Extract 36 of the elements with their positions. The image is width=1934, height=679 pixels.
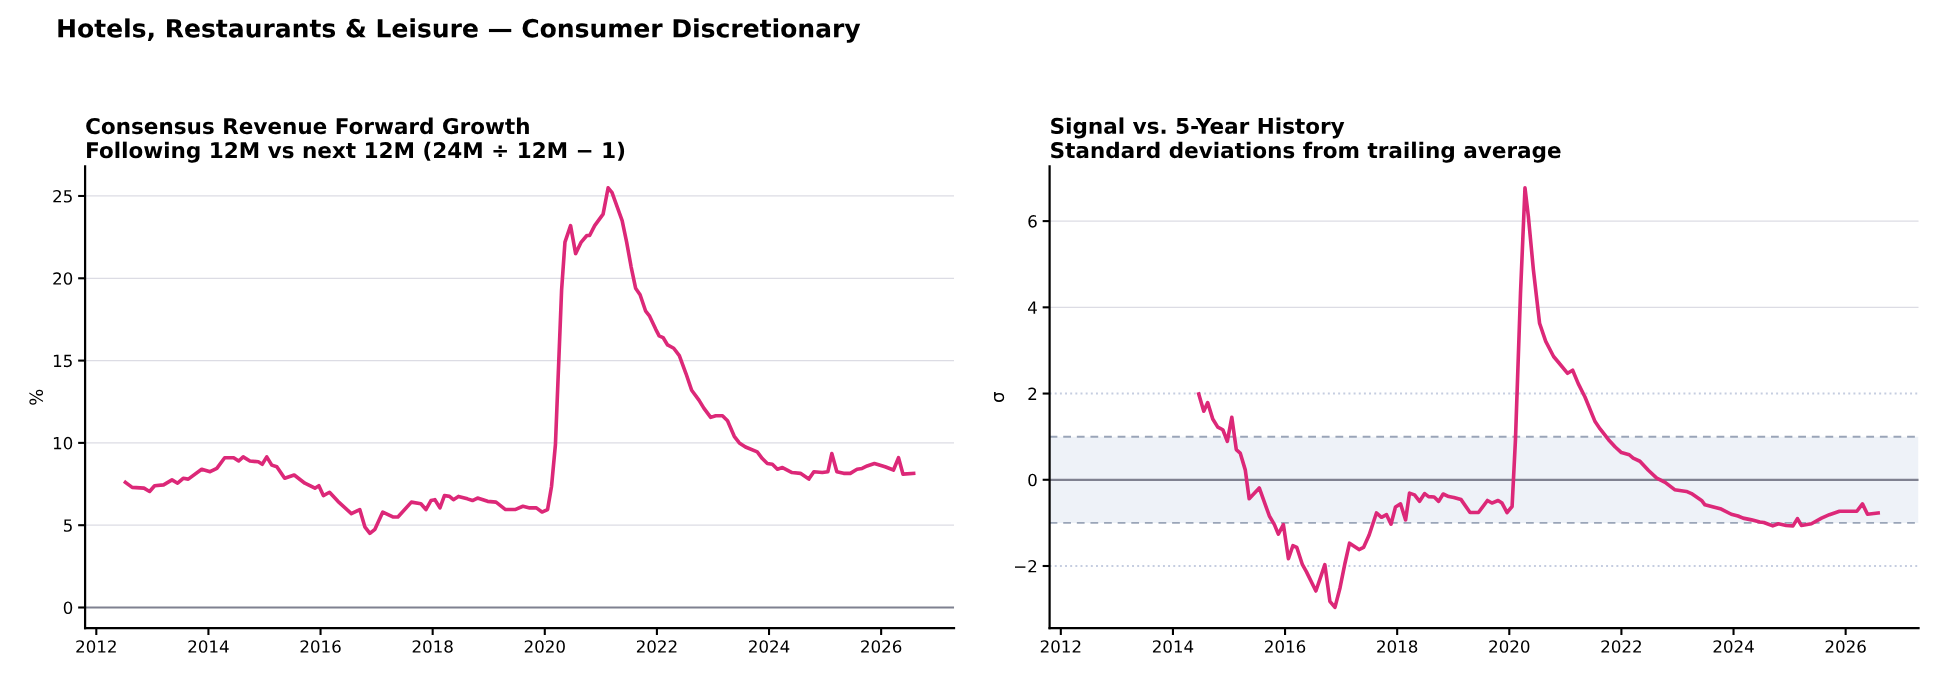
x-tick-label: 2026 xyxy=(1825,640,1866,653)
x-tick-label: 2014 xyxy=(1152,640,1194,653)
y-tick-label: 4 xyxy=(1028,301,1037,314)
text: Hotels, Restaurants & Leisure — Consumer Discretionary xyxy=(58,18,861,43)
x-tick-label: 2014 xyxy=(188,640,229,653)
line-series xyxy=(123,185,916,536)
x-tick-label: 2012 xyxy=(76,640,116,653)
x-tick-label: 2022 xyxy=(1601,640,1641,653)
chart-title: Signal vs. 5-Year History xyxy=(1051,117,1345,139)
x-tick-label: 2026 xyxy=(861,640,902,653)
x-tick-label: 2012 xyxy=(1040,640,1081,653)
y-tick-label: −2 xyxy=(1014,559,1037,573)
x-tick-label: 2016 xyxy=(300,640,341,653)
y-axis-title: σ xyxy=(994,392,1005,402)
y-tick-label: 25 xyxy=(53,189,72,203)
x-tick-label: 2024 xyxy=(749,640,790,653)
x-tick-label: 2020 xyxy=(1489,640,1530,653)
x-tick-label: 2020 xyxy=(524,640,565,653)
y-tick-label: 5 xyxy=(63,519,72,532)
y-tick-label: 20 xyxy=(53,272,73,285)
chart-title: Consensus Revenue Forward Growth xyxy=(86,117,529,135)
y-axis-title: % xyxy=(29,389,44,405)
y-tick-label: 0 xyxy=(1028,473,1037,487)
chart-subtitle: Following 12M vs next 12M (24M ÷ 12M − 1) xyxy=(87,141,625,163)
x-tick-label: 2022 xyxy=(636,640,677,653)
x-tick-label: 2024 xyxy=(1713,640,1754,653)
y-tick-label: 10 xyxy=(53,436,73,450)
y-tick-label: 0 xyxy=(63,601,73,615)
x-tick-label: 2018 xyxy=(1377,640,1418,653)
line-series xyxy=(1196,186,1880,610)
chart-subtitle: Standard deviations from trailing average xyxy=(1051,141,1561,163)
y-tick-label: 6 xyxy=(1028,215,1037,228)
x-tick-label: 2018 xyxy=(412,640,453,653)
y-tick-label: 15 xyxy=(53,354,72,368)
y-tick-label: 2 xyxy=(1028,387,1037,400)
x-tick-label: 2016 xyxy=(1265,640,1306,653)
